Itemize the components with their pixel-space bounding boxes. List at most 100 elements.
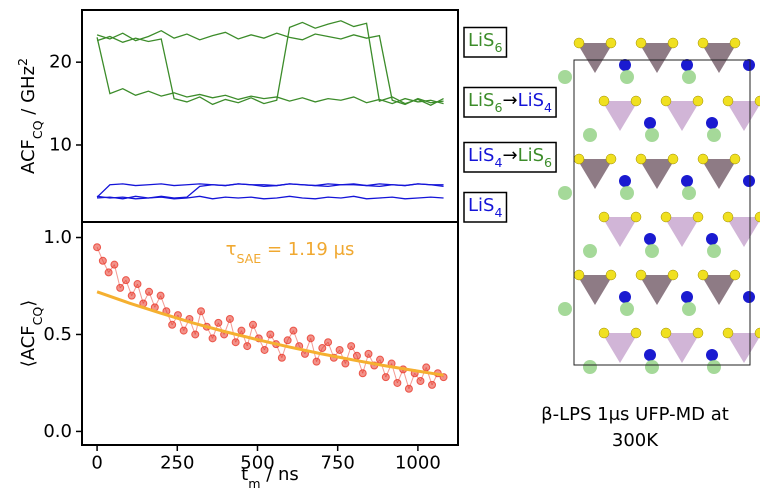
y-axis-label: ⟨ACFCQ⟩ (18, 300, 45, 368)
text-part: t (241, 464, 248, 485)
y-tick-label: 10 (49, 134, 72, 155)
text-part: m (248, 476, 260, 489)
text-part: ACF (18, 139, 39, 174)
structure-part (639, 43, 675, 73)
structure-part (706, 233, 718, 245)
structure-part (692, 211, 704, 223)
structure-part (605, 153, 617, 165)
x-tick-label: 750 (321, 453, 355, 474)
structure-part (644, 233, 656, 245)
text-part: LiS (518, 90, 544, 111)
legend-label: LiS6→LiS4 (468, 90, 552, 116)
text-part: → (502, 145, 517, 166)
structure-part (701, 159, 737, 189)
structure-part (639, 275, 675, 305)
fit-line (96, 290, 444, 377)
annotation: τSAE = 1.19 μs (226, 239, 355, 266)
series-line (96, 183, 444, 200)
structure-part (573, 37, 585, 49)
structure-part (602, 101, 638, 131)
structure-part (682, 70, 696, 84)
structure-part (619, 59, 631, 71)
x-tick-label: 1000 (395, 453, 441, 474)
structure-part (620, 302, 634, 316)
structure-part (722, 95, 734, 107)
series-line (96, 37, 444, 105)
structure-part (639, 159, 675, 189)
structure-part (706, 349, 718, 361)
structure-part (697, 269, 709, 281)
y-tick-label: 20 (49, 52, 72, 73)
structure-part (605, 37, 617, 49)
structure-part (602, 217, 638, 247)
structure-part (701, 43, 737, 73)
structure-part (681, 175, 693, 187)
structure-part (681, 59, 693, 71)
panel-frame (81, 9, 459, 223)
legend-label: LiS4→LiS6 (468, 145, 552, 171)
structure-part (729, 153, 741, 165)
structure-part (630, 327, 642, 339)
text-part: LiS (468, 30, 494, 51)
structure-part (706, 117, 718, 129)
structure-part (660, 327, 672, 339)
structure-part (620, 70, 634, 84)
structure-part (667, 269, 679, 281)
series-line (96, 183, 444, 198)
text-part: CQ (30, 120, 45, 139)
text-part: ⟩ (18, 300, 39, 307)
x-tick-label: 0 (91, 453, 102, 474)
structure-part (645, 360, 659, 374)
structure-part (722, 211, 734, 223)
structure-part (605, 269, 617, 281)
text-part: 6 (494, 40, 502, 55)
structure-part (743, 175, 755, 187)
text-part: = 1.19 μs (261, 239, 354, 260)
structure-part (707, 128, 721, 142)
structure-part (664, 217, 700, 247)
structure-part (667, 37, 679, 49)
text-part: 2 (15, 58, 30, 66)
structure-part (635, 37, 647, 49)
structure-part (573, 59, 751, 366)
structure-part (577, 275, 613, 305)
structure-part (692, 95, 704, 107)
y-tick-label: 1.0 (43, 227, 72, 248)
structure-part (726, 333, 760, 363)
structure-part (743, 59, 755, 71)
structure-part (664, 101, 700, 131)
structure-part (701, 275, 737, 305)
structure-part (645, 244, 659, 258)
series-line (96, 29, 444, 106)
text-part: / ns (261, 464, 299, 485)
structure-part (630, 211, 642, 223)
structure-part (583, 128, 597, 142)
structure-part (598, 327, 610, 339)
text-part: 4 (544, 100, 552, 115)
structure-part (644, 349, 656, 361)
structure-part (664, 333, 700, 363)
text-part: → (502, 90, 517, 111)
caption-line: 300K (612, 430, 659, 451)
structure-part (743, 291, 755, 303)
text-part: LiS (468, 90, 494, 111)
structure-part (645, 128, 659, 142)
structure-part (635, 269, 647, 281)
y-tick-label: 0.0 (43, 421, 72, 442)
structure-part (697, 37, 709, 49)
x-axis-label: tm / ns (241, 464, 299, 489)
structure-part (583, 244, 597, 258)
structure-part (660, 211, 672, 223)
text-part: 6 (494, 100, 502, 115)
legend-box (463, 86, 557, 118)
text-part: 4 (494, 155, 502, 170)
structure-image (558, 37, 760, 374)
series-line (96, 20, 444, 106)
structure-part (722, 327, 734, 339)
text-part: / GHz (18, 66, 39, 120)
structure-part (619, 291, 631, 303)
structure-part (573, 269, 585, 281)
structure-part (598, 211, 610, 223)
